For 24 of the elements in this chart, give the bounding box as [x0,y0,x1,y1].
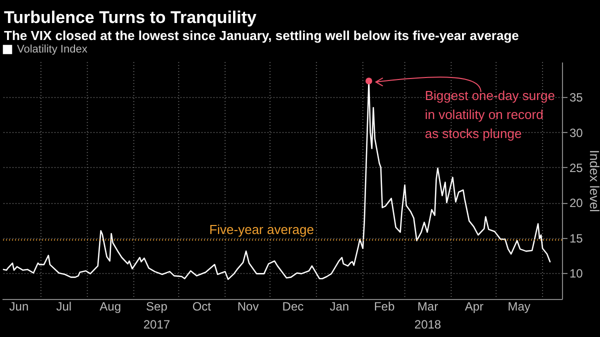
x-tick-label: Dec [282,300,304,314]
legend-label: Volatility Index [17,44,88,56]
x-tick-label: Oct [192,300,212,314]
chart-subtitle: The VIX closed at the lowest since January, settling well below its five-year average [4,28,519,43]
x-tick-label: Apr [464,300,484,314]
x-tick-label: Jun [9,300,29,314]
y-tick-label: 35 [570,90,584,105]
x-tick-label: Jul [56,300,72,314]
y-tick-label: 15 [570,231,584,246]
x-tick-label: Sep 2017 [143,300,170,332]
x-tick-label: Nov [237,300,259,314]
y-axis-title: Index level [586,150,600,212]
y-tick-label: 20 [570,196,584,210]
y-tick-label: 25 [570,160,584,175]
x-tick-label: Mar 2018 [414,300,442,332]
y-tick-label: 30 [570,126,584,140]
y-tick-label: 10 [570,266,584,280]
ref-line-label: Five-year average [209,222,314,237]
annotation: Biggest one-day surge in volatility on record as stocks plunge [424,88,555,141]
x-tick-label: May [508,300,530,314]
x-tick-label: Feb [374,300,395,314]
x-tick-label: Aug [100,300,121,314]
chart-title: Turbulence Turns to Tranquility [4,8,258,27]
x-tick-label: Jan [330,300,350,314]
